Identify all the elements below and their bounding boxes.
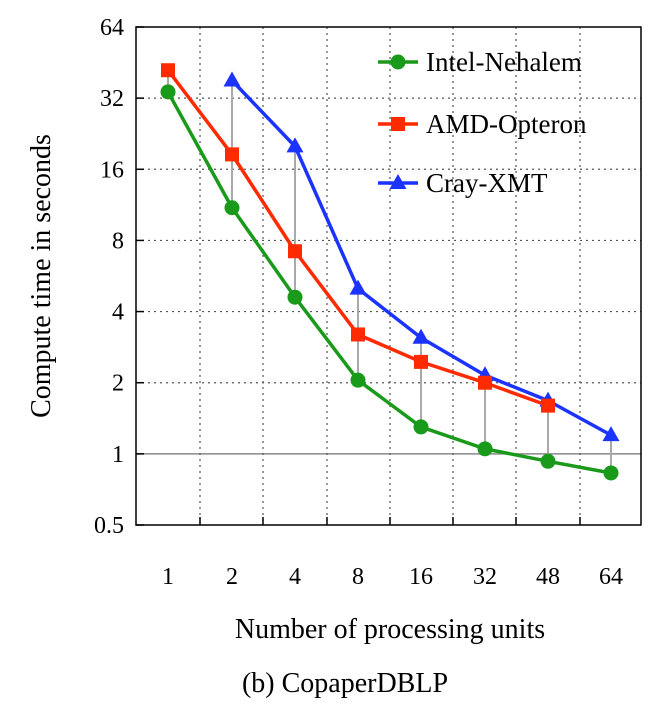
x-tick-label: 4 — [289, 564, 301, 590]
x-tick-label: 8 — [352, 564, 364, 590]
y-tick-label: 1 — [112, 442, 124, 468]
legend-label: AMD-Opteron — [426, 109, 587, 139]
data-point-intel-nehalem — [287, 289, 303, 305]
y-tick-label: 8 — [112, 228, 124, 254]
data-point-cray-xmt — [412, 328, 430, 344]
x-tick-label: 48 — [536, 564, 560, 590]
y-axis-title: Compute time in seconds — [26, 134, 57, 418]
data-point-cray-xmt — [286, 137, 304, 153]
legend-label: Cray-XMT — [426, 168, 548, 198]
legend-marker — [390, 54, 406, 70]
data-point-amd-opteron — [351, 327, 365, 342]
x-tick-label: 64 — [599, 564, 623, 590]
gridlines — [136, 27, 641, 525]
data-point-intel-nehalem — [413, 419, 429, 435]
legend-label: Intel-Nehalem — [426, 47, 582, 77]
data-point-amd-opteron — [478, 375, 492, 390]
data-point-amd-opteron — [161, 63, 175, 78]
x-tick-label: 2 — [226, 564, 238, 590]
data-point-amd-opteron — [225, 147, 239, 162]
data-point-cray-xmt — [223, 71, 241, 87]
figure-caption: (b) CopaperDBLP — [242, 668, 448, 699]
data-point-amd-opteron — [288, 244, 302, 259]
data-point-cray-xmt — [602, 426, 620, 442]
legend: Intel-Nehalem AMD-Opteron Cray-XMT — [378, 47, 587, 198]
data-point-intel-nehalem — [603, 465, 619, 481]
x-tick-label: 16 — [409, 564, 433, 590]
x-axis-ticks: 1 2 4 8 16 32 48 64 — [162, 517, 623, 590]
y-tick-label: 4 — [112, 300, 124, 326]
x-tick-label: 32 — [473, 564, 497, 590]
series-line-intel-nehalem — [166, 91, 612, 475]
legend-marker — [389, 174, 407, 189]
x-tick-label: 1 — [162, 564, 174, 590]
data-point-amd-opteron — [414, 354, 428, 369]
data-point-amd-opteron — [541, 398, 555, 413]
legend-marker — [391, 117, 405, 131]
y-tick-label: 16 — [100, 157, 124, 183]
data-point-intel-nehalem — [160, 84, 176, 100]
series-group — [160, 63, 620, 481]
y-tick-label: 2 — [112, 371, 124, 397]
y-tick-label: 64 — [100, 15, 124, 41]
data-point-intel-nehalem — [350, 372, 366, 388]
y-tick-label: 0.5 — [94, 513, 124, 539]
data-point-cray-xmt — [349, 279, 367, 295]
y-tick-label: 32 — [100, 86, 124, 112]
data-point-intel-nehalem — [477, 441, 493, 457]
data-point-intel-nehalem — [540, 453, 556, 469]
x-axis-title: Number of processing units — [235, 614, 545, 645]
data-point-intel-nehalem — [224, 200, 240, 216]
plot-frame — [135, 26, 642, 526]
y-axis-ticks: 0.5 1 2 4 8 16 32 64 — [94, 15, 144, 539]
